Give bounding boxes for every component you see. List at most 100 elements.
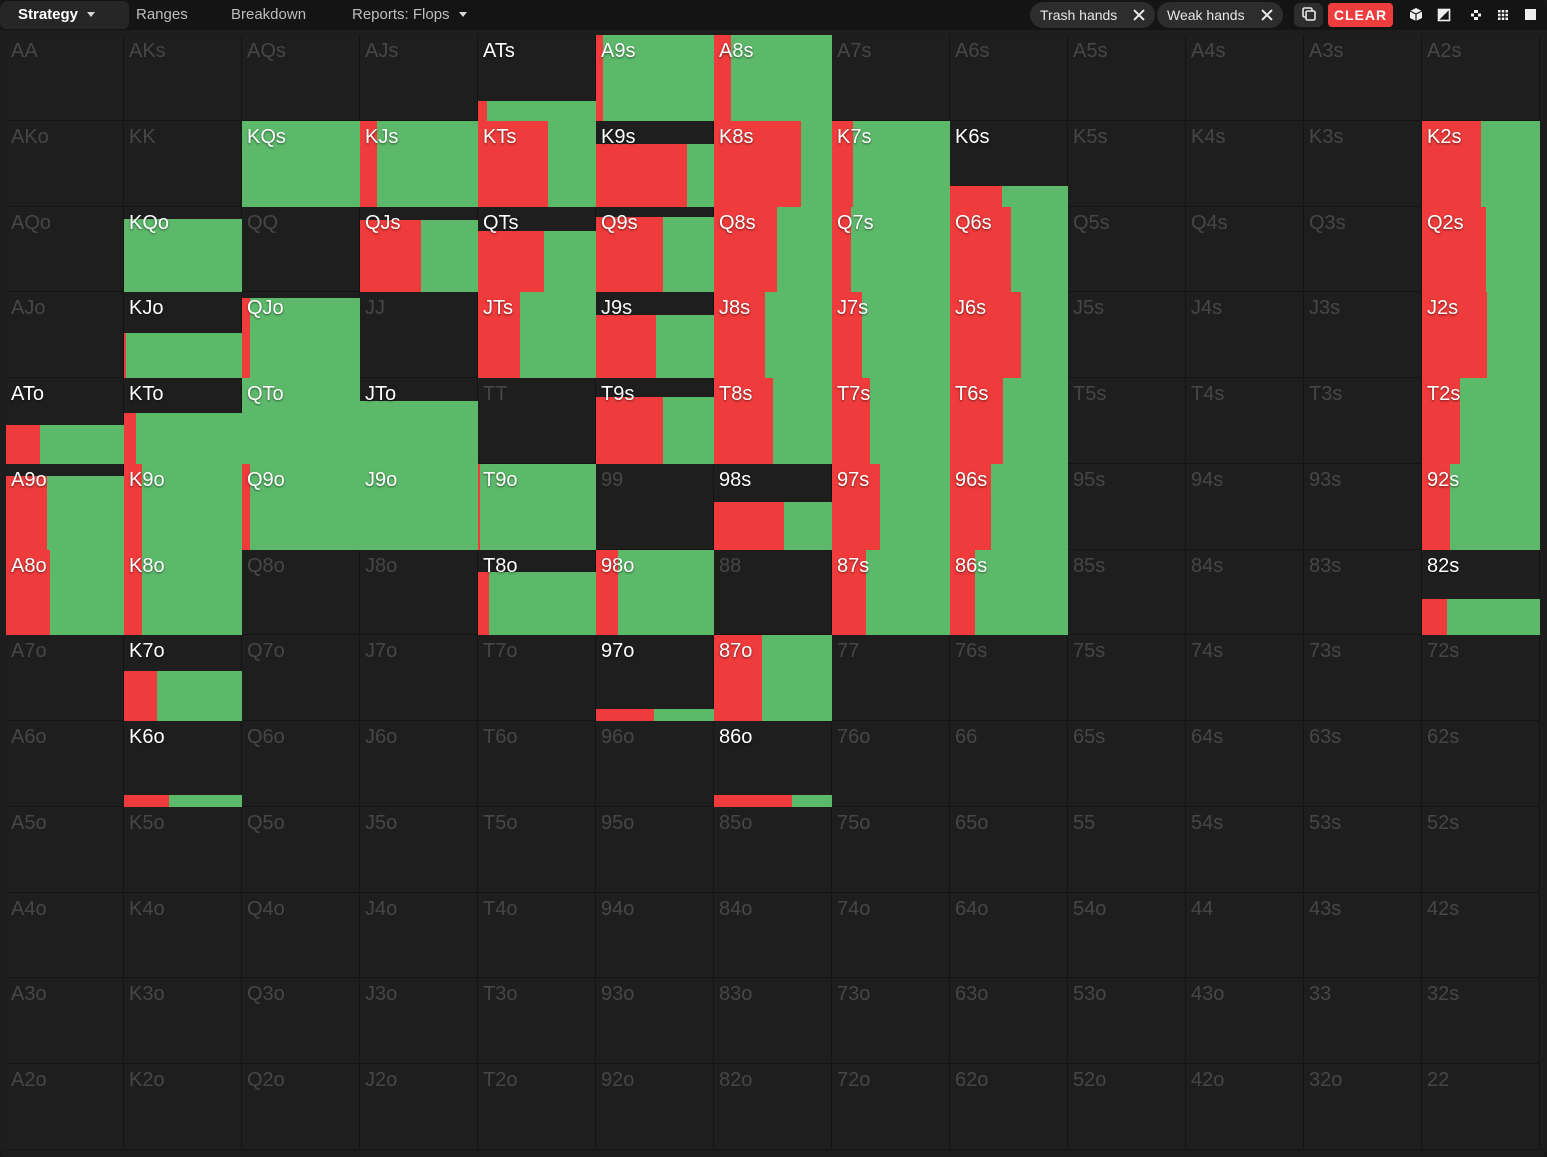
hand-cell-53o[interactable]: 53o bbox=[1068, 978, 1186, 1065]
hand-cell-ajs[interactable]: AJs bbox=[360, 35, 478, 121]
hand-cell-73o[interactable]: 73o bbox=[832, 978, 950, 1065]
hand-cell-a3o[interactable]: A3o bbox=[6, 978, 124, 1065]
hand-cell-85s[interactable]: 85s bbox=[1068, 549, 1186, 636]
hand-cell-82o[interactable]: 82o bbox=[714, 1064, 832, 1150]
hand-cell-k3s[interactable]: K3s bbox=[1304, 120, 1422, 207]
hand-cell-q4s[interactable]: Q4s bbox=[1186, 206, 1304, 293]
hand-cell-86o[interactable]: 86o bbox=[714, 721, 832, 807]
hand-cell-92s[interactable]: 92s bbox=[1422, 463, 1540, 550]
hand-cell-ats[interactable]: ATs bbox=[478, 35, 596, 121]
hand-cell-q8o[interactable]: Q8o bbox=[242, 549, 360, 636]
hand-cell-a5o[interactable]: A5o bbox=[6, 806, 124, 893]
hand-cell-76s[interactable]: 76s bbox=[950, 635, 1068, 722]
hand-cell-85o[interactable]: 85o bbox=[714, 806, 832, 893]
hand-cell-a6s[interactable]: A6s bbox=[950, 35, 1068, 121]
hand-cell-64s[interactable]: 64s bbox=[1186, 721, 1304, 807]
hand-cell-98o[interactable]: 98o bbox=[596, 549, 714, 636]
hand-cell-52s[interactable]: 52s bbox=[1422, 806, 1540, 893]
hand-cell-k2s[interactable]: K2s bbox=[1422, 120, 1540, 207]
hand-cell-97o[interactable]: 97o bbox=[596, 635, 714, 722]
hand-cell-aqo[interactable]: AQo bbox=[6, 206, 124, 293]
hand-cell-k5s[interactable]: K5s bbox=[1068, 120, 1186, 207]
hand-cell-k7s[interactable]: K7s bbox=[832, 120, 950, 207]
copy-button[interactable] bbox=[1294, 3, 1323, 27]
full-view-button[interactable] bbox=[1517, 3, 1543, 27]
hand-cell-q5s[interactable]: Q5s bbox=[1068, 206, 1186, 293]
hand-cell-j4s[interactable]: J4s bbox=[1186, 292, 1304, 379]
hand-cell-42o[interactable]: 42o bbox=[1186, 1064, 1304, 1150]
hand-cell-k6s[interactable]: K6s bbox=[950, 120, 1068, 207]
clear-button[interactable]: CLEAR bbox=[1328, 3, 1393, 27]
hand-cell-t6s[interactable]: T6s bbox=[950, 378, 1068, 464]
hand-cell-82s[interactable]: 82s bbox=[1422, 549, 1540, 636]
half-view-button[interactable] bbox=[1431, 3, 1457, 27]
hand-cell-t4s[interactable]: T4s bbox=[1186, 378, 1304, 464]
hand-cell-q3s[interactable]: Q3s bbox=[1304, 206, 1422, 293]
hand-cell-54s[interactable]: 54s bbox=[1186, 806, 1304, 893]
hand-cell-94o[interactable]: 94o bbox=[596, 892, 714, 979]
hand-cell-t2s[interactable]: T2s bbox=[1422, 378, 1540, 464]
hand-cell-83o[interactable]: 83o bbox=[714, 978, 832, 1065]
hand-cell-j5s[interactable]: J5s bbox=[1068, 292, 1186, 379]
hand-cell-87o[interactable]: 87o bbox=[714, 635, 832, 722]
filter-chip-trash-hands[interactable]: Trash hands bbox=[1030, 2, 1155, 28]
hand-cell-j4o[interactable]: J4o bbox=[360, 892, 478, 979]
hand-cell-a2s[interactable]: A2s bbox=[1422, 35, 1540, 121]
hand-cell-a8o[interactable]: A8o bbox=[6, 549, 124, 636]
move-view-button[interactable] bbox=[1463, 3, 1489, 27]
hand-cell-43o[interactable]: 43o bbox=[1186, 978, 1304, 1065]
hand-cell-75s[interactable]: 75s bbox=[1068, 635, 1186, 722]
hand-cell-74o[interactable]: 74o bbox=[832, 892, 950, 979]
hand-cell-t9s[interactable]: T9s bbox=[596, 378, 714, 464]
hand-cell-k4s[interactable]: K4s bbox=[1186, 120, 1304, 207]
hand-cell-63o[interactable]: 63o bbox=[950, 978, 1068, 1065]
hand-cell-a3s[interactable]: A3s bbox=[1304, 35, 1422, 121]
hand-cell-62o[interactable]: 62o bbox=[950, 1064, 1068, 1150]
hand-cell-jto[interactable]: JTo bbox=[360, 378, 478, 464]
hand-cell-75o[interactable]: 75o bbox=[832, 806, 950, 893]
hand-cell-aa[interactable]: AA bbox=[6, 35, 124, 121]
hand-cell-j2o[interactable]: J2o bbox=[360, 1064, 478, 1150]
hand-cell-98s[interactable]: 98s bbox=[714, 463, 832, 550]
hand-cell-k8s[interactable]: K8s bbox=[714, 120, 832, 207]
hand-cell-86s[interactable]: 86s bbox=[950, 549, 1068, 636]
hand-cell-k8o[interactable]: K8o bbox=[124, 549, 242, 636]
hand-cell-a7o[interactable]: A7o bbox=[6, 635, 124, 722]
hand-cell-t6o[interactable]: T6o bbox=[478, 721, 596, 807]
hand-cell-a9o[interactable]: A9o bbox=[6, 463, 124, 550]
hand-cell-j9o[interactable]: J9o bbox=[360, 463, 478, 550]
hand-cell-a8s[interactable]: A8s bbox=[714, 35, 832, 121]
hand-cell-t5o[interactable]: T5o bbox=[478, 806, 596, 893]
hand-cell-54o[interactable]: 54o bbox=[1068, 892, 1186, 979]
hand-cell-33[interactable]: 33 bbox=[1304, 978, 1422, 1065]
hand-cell-93s[interactable]: 93s bbox=[1304, 463, 1422, 550]
hand-cell-aqs[interactable]: AQs bbox=[242, 35, 360, 121]
hand-cell-kts[interactable]: KTs bbox=[478, 120, 596, 207]
hand-cell-t4o[interactable]: T4o bbox=[478, 892, 596, 979]
hand-cell-83s[interactable]: 83s bbox=[1304, 549, 1422, 636]
hand-cell-94s[interactable]: 94s bbox=[1186, 463, 1304, 550]
hand-cell-qto[interactable]: QTo bbox=[242, 378, 360, 464]
hand-cell-j7o[interactable]: J7o bbox=[360, 635, 478, 722]
hand-cell-jj[interactable]: JJ bbox=[360, 292, 478, 379]
grid-view-button[interactable] bbox=[1490, 3, 1516, 27]
hand-cell-93o[interactable]: 93o bbox=[596, 978, 714, 1065]
hand-cell-95s[interactable]: 95s bbox=[1068, 463, 1186, 550]
hand-cell-ato[interactable]: ATo bbox=[6, 378, 124, 464]
filter-chip-weak-hands[interactable]: Weak hands bbox=[1157, 2, 1283, 28]
tab-breakdown[interactable]: Breakdown bbox=[231, 1, 306, 29]
close-icon[interactable] bbox=[1133, 9, 1145, 21]
hand-cell-53s[interactable]: 53s bbox=[1304, 806, 1422, 893]
close-icon[interactable] bbox=[1261, 9, 1273, 21]
hand-cell-k7o[interactable]: K7o bbox=[124, 635, 242, 722]
hand-cell-a7s[interactable]: A7s bbox=[832, 35, 950, 121]
hand-cell-72s[interactable]: 72s bbox=[1422, 635, 1540, 722]
hand-cell-qjs[interactable]: QJs bbox=[360, 206, 478, 293]
hand-cell-k9o[interactable]: K9o bbox=[124, 463, 242, 550]
hand-cell-q9s[interactable]: Q9s bbox=[596, 206, 714, 293]
hand-cell-76o[interactable]: 76o bbox=[832, 721, 950, 807]
hand-cell-a2o[interactable]: A2o bbox=[6, 1064, 124, 1150]
tab-strategy[interactable]: Strategy bbox=[0, 1, 129, 29]
hand-cell-84s[interactable]: 84s bbox=[1186, 549, 1304, 636]
hand-cell-j2s[interactable]: J2s bbox=[1422, 292, 1540, 379]
